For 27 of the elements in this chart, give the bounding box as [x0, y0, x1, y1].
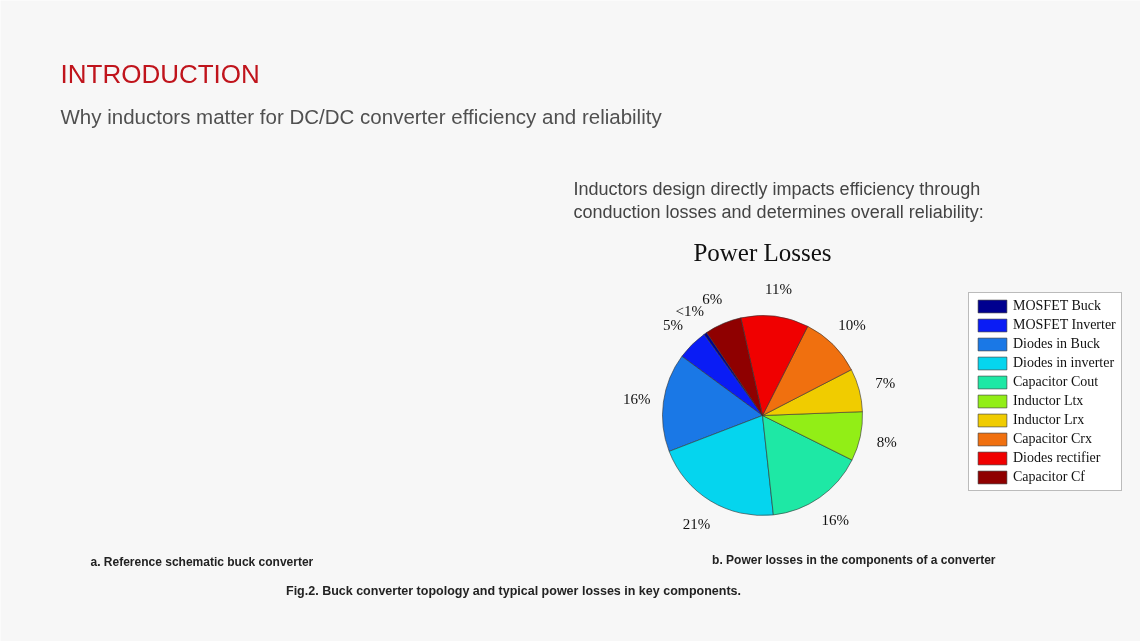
text: a. Reference schematic buck converter	[90, 554, 314, 569]
text: b. Power losses in the components of a converter	[712, 552, 996, 567]
legend-label: Capacitor Cout	[1013, 374, 1099, 390]
data-label: 11%	[764, 281, 792, 298]
text: INTRODUCTION	[60, 58, 260, 89]
legend-label: Capacitor Crx	[1013, 431, 1092, 447]
text: Inductors design directly impacts efficiency through conduction losses and determines overall reliability:	[573, 178, 984, 222]
data-label: 7%	[875, 375, 896, 392]
legend-label: MOSFET Buck	[1013, 298, 1102, 314]
legend-label: MOSFET Inverter	[1013, 317, 1116, 333]
data-label: 16%	[622, 390, 651, 407]
data-label: 6%	[702, 290, 723, 307]
legend-label: Diodes rectifier	[1013, 450, 1101, 466]
data-label: 8%	[876, 434, 897, 451]
legend-label: Inductor Ltx	[1013, 393, 1084, 409]
legend-label: Diodes in inverter	[1013, 355, 1115, 371]
legend-label: Inductor Lrx	[1013, 412, 1085, 428]
data-label: 16%	[821, 511, 849, 528]
legend-label: Capacitor Cf	[1013, 469, 1085, 485]
data-label: <1%	[675, 303, 705, 320]
chart-title: Power Losses	[693, 239, 832, 266]
text: Why inductors matter for DC/DC converter efficiency and reliability	[60, 105, 663, 128]
caption: Fig.2. Buck converter topology and typical power losses in key components.	[286, 583, 741, 598]
data-label: 21%	[682, 515, 711, 532]
data-label: 5%	[663, 317, 684, 334]
legend-label: Diodes in Buck	[1013, 336, 1101, 352]
data-label: 10%	[838, 317, 866, 334]
